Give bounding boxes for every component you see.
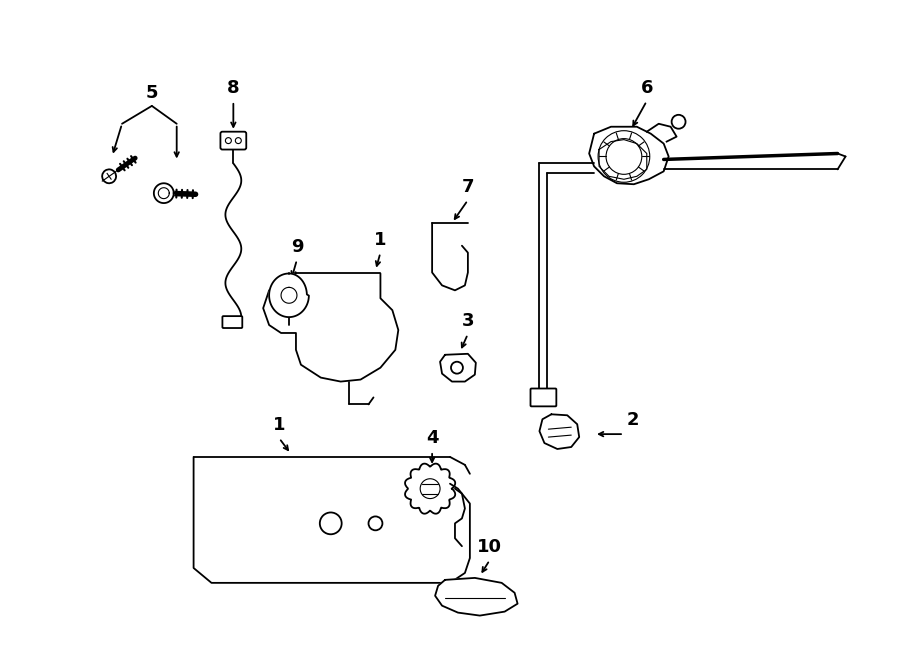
Text: 3: 3 — [462, 312, 474, 330]
Text: 7: 7 — [462, 178, 474, 196]
Polygon shape — [539, 414, 580, 449]
Circle shape — [671, 115, 686, 129]
Polygon shape — [405, 463, 455, 514]
Text: 8: 8 — [227, 79, 239, 97]
Text: 10: 10 — [477, 538, 502, 556]
FancyBboxPatch shape — [530, 389, 556, 407]
Text: 2: 2 — [627, 411, 639, 429]
Text: 5: 5 — [146, 84, 158, 102]
Polygon shape — [590, 127, 669, 184]
Polygon shape — [440, 354, 476, 381]
Ellipse shape — [103, 169, 116, 183]
FancyBboxPatch shape — [222, 316, 242, 328]
Text: 4: 4 — [426, 429, 438, 447]
Text: 1: 1 — [273, 416, 285, 434]
Polygon shape — [435, 578, 518, 615]
Text: 1: 1 — [374, 231, 387, 249]
FancyBboxPatch shape — [220, 132, 247, 149]
Text: 9: 9 — [291, 238, 303, 256]
Polygon shape — [154, 183, 174, 203]
Circle shape — [451, 362, 463, 373]
Text: 6: 6 — [641, 79, 653, 97]
Polygon shape — [269, 274, 309, 317]
